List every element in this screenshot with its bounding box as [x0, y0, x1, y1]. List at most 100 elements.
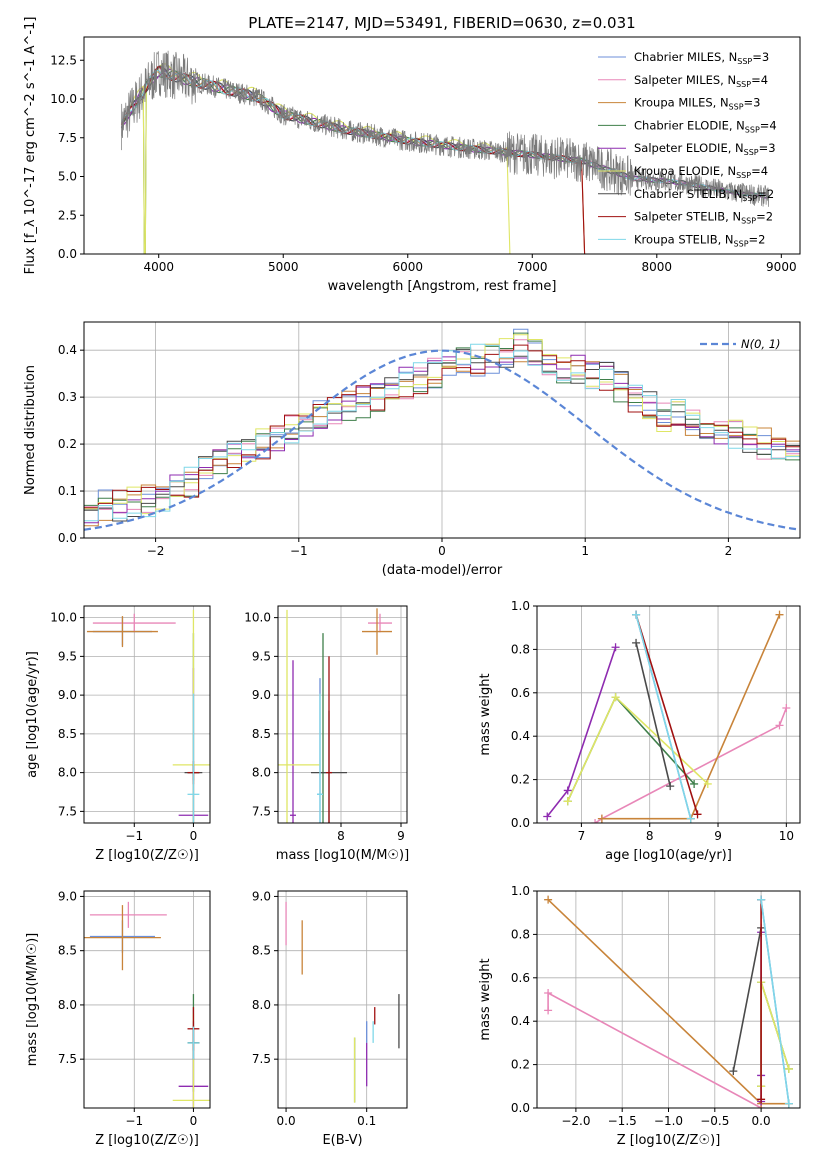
residual-histogram-step	[84, 334, 800, 515]
axes-frame	[536, 890, 801, 1109]
y-tick-label: 0.6	[511, 971, 530, 985]
y-tick-label: 9.0	[58, 688, 77, 702]
x-tick-label: 8	[646, 829, 654, 843]
legend-entry: Salpeter ELODIE, NSSP=3	[634, 141, 776, 157]
age-vs-metallicity-panel: −1 0 7.5 8.0 8.5 9.0 9.5 10.0 Z [log10(Z/Z☉)] age…	[25, 605, 211, 863]
y-tick-label: 0.8	[511, 927, 530, 941]
x-tick-label: 9	[714, 829, 722, 843]
y-tick-label: 0.0	[58, 247, 77, 261]
residual-histogram-step	[84, 343, 800, 522]
y-tick-label: 0.2	[511, 773, 530, 787]
y-tick-label: 8.5	[252, 727, 271, 741]
mass-weight-line	[594, 707, 788, 823]
y-tick-label: 8.5	[58, 727, 77, 741]
mass-weight-line	[732, 927, 762, 1072]
y-tick-label: 9.5	[58, 649, 77, 663]
mass-weight-marker	[757, 895, 766, 904]
x-tick-label: 0	[190, 829, 198, 843]
normal-distribution-curve	[84, 349, 798, 531]
y-tick-label: 0.2	[58, 437, 77, 451]
plot-area	[84, 901, 210, 1108]
plot-area	[120, 50, 770, 254]
mass-weight-line	[635, 614, 699, 815]
mass-weight-marker	[703, 779, 712, 788]
y-tick-label: 0.0	[511, 1101, 530, 1115]
x-axis-label: E(B-V)	[322, 1133, 362, 1148]
x-tick-label: 4000	[143, 260, 174, 274]
y-axis-label: Flux [f_λ 10^-17 erg cm^-2 s^-1 A^-1]	[23, 17, 38, 275]
mass-weight-marker	[784, 1099, 793, 1108]
mass-weight-marker	[775, 610, 784, 619]
y-tick-label: 8.0	[252, 766, 271, 780]
mass-weight-marker	[563, 786, 572, 795]
x-tick-label: −1	[125, 1114, 143, 1128]
mass-vs-metallicity-panel: −1 0 7.5 8.0 8.5 9.0 Z [log10(Z/Z☉)] mass [log1…	[25, 889, 211, 1148]
axes-frame	[277, 605, 408, 824]
y-tick-label: 8.0	[252, 998, 271, 1012]
mass-weight-marker	[693, 810, 702, 819]
x-tick-label: −2	[147, 544, 165, 558]
x-tick-label: −0.5	[700, 1114, 729, 1128]
x-axis-label: wavelength [Angstrom, rest frame]	[328, 279, 557, 294]
y-tick-label: 0.4	[511, 1014, 530, 1028]
y-tick-label: 7.5	[58, 1052, 77, 1066]
legend-entry: Kroupa MILES, NSSP=3	[634, 96, 760, 112]
x-axis-label: Z [log10(Z/Z☉)]	[95, 848, 199, 863]
y-tick-label: 0.0	[511, 816, 530, 830]
spectrum-panel: 4000 5000 6000 7000 8000 9000 0.0 2.5 5.0 7.5 10.0…	[23, 17, 801, 294]
figure-title: PLATE=2147, MJD=53491, FIBERID=0630, z=0…	[248, 14, 635, 32]
x-axis-label: Z [log10(Z/Z☉)]	[95, 1133, 199, 1148]
x-tick-label: 0.1	[357, 1114, 376, 1128]
x-tick-label: 9000	[766, 260, 797, 274]
y-tick-label: 0.1	[58, 484, 77, 498]
x-tick-label: 10	[779, 829, 794, 843]
x-tick-label: 6000	[392, 260, 423, 274]
y-tick-label: 7.5	[252, 804, 271, 818]
y-axis-label: age [log10(age/yr)]	[25, 651, 40, 778]
residual-histogram-step	[84, 348, 800, 522]
weight-vs-metallicity-panel: −2.0 −1.5 −1.0 −0.5 0.0 0.0 0.2 0.4 0.6 0.8 1.0 Z […	[478, 884, 801, 1148]
mass-weight-marker	[543, 812, 552, 821]
y-tick-label: 1.0	[511, 884, 530, 898]
y-tick-label: 9.5	[252, 649, 271, 663]
x-tick-label: 5000	[268, 260, 299, 274]
y-tick-label: 0.6	[511, 686, 530, 700]
y-tick-label: 10.0	[50, 92, 77, 106]
y-tick-label: 7.5	[58, 804, 77, 818]
observed-spectrum-line	[121, 50, 770, 207]
y-axis-label: mass [log10(M/M☉)]	[25, 933, 40, 1066]
mass-weight-marker	[544, 1006, 553, 1015]
legend-entry: Kroupa STELIB, NSSP=2	[634, 232, 765, 248]
x-axis-label: Z [log10(Z/Z☉)]	[617, 1133, 721, 1148]
legend-entry: Salpeter MILES, NSSP=4	[634, 73, 768, 89]
mass-weight-marker	[597, 814, 606, 823]
mass-weight-marker	[632, 638, 641, 647]
residual-histogram-step	[84, 358, 800, 527]
x-tick-label: −1.0	[654, 1114, 683, 1128]
y-tick-label: 9.0	[252, 889, 271, 903]
y-tick-label: 0.3	[58, 390, 77, 404]
x-tick-label: 9	[397, 829, 405, 843]
model-spectrum-line	[120, 63, 511, 254]
mass-weight-line	[547, 991, 762, 1108]
axes-frame	[83, 605, 211, 824]
mass-weight-marker	[686, 814, 695, 823]
mass-weight-line	[760, 899, 790, 1104]
x-axis-label: (data-model)/error	[382, 563, 503, 578]
legend-entry: Kroupa ELODIE, NSSP=4	[634, 164, 768, 180]
y-tick-label: 10.0	[244, 611, 271, 625]
y-tick-label: 5.0	[58, 170, 77, 184]
residual-histogram-step	[84, 344, 800, 509]
age-vs-mass-panel: 8 9 7.5 8.0 8.5 9.0 9.5 10.0 mass [log10(M/M☉)]	[244, 605, 409, 863]
axes-frame	[536, 605, 801, 824]
x-tick-label: 0.0	[277, 1114, 296, 1128]
y-tick-label: 2.5	[58, 208, 77, 222]
x-tick-label: 8	[337, 829, 345, 843]
y-tick-label: 9.0	[58, 889, 77, 903]
y-tick-label: 7.5	[58, 131, 77, 145]
x-tick-label: 0	[190, 1114, 198, 1128]
x-tick-label: −1.5	[608, 1114, 637, 1128]
x-tick-label: 7000	[517, 260, 548, 274]
legend-entry: Chabrier ELODIE, NSSP=4	[634, 118, 777, 134]
x-axis-label: mass [log10(M/M☉)]	[276, 848, 409, 863]
